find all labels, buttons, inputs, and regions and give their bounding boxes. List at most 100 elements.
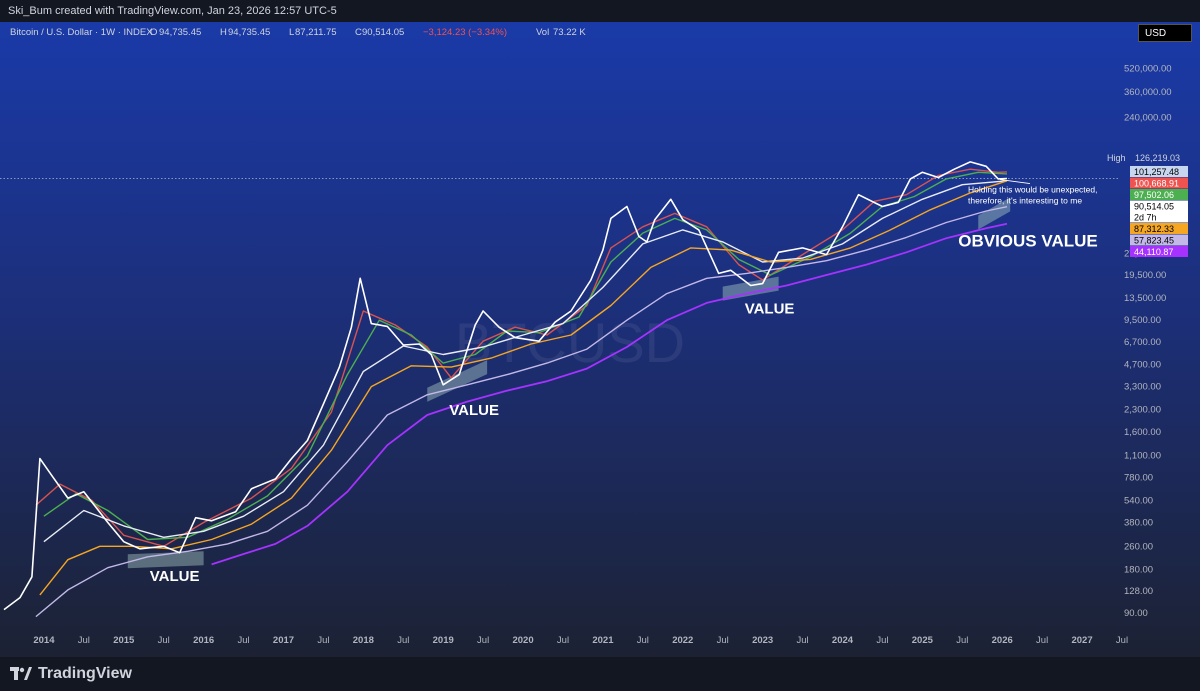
value-zone <box>978 197 1011 230</box>
x-tick-label: Jul <box>956 635 968 646</box>
value-zone <box>127 551 204 569</box>
x-tick-label: 2017 <box>273 635 294 646</box>
y-tick-label: 260.00 <box>1124 541 1153 552</box>
price-tag <box>1130 188 1188 200</box>
price-tag <box>1130 234 1188 246</box>
high-value: 94,735.45 <box>228 27 270 38</box>
price-tag-value: 44,110.87 <box>1134 247 1173 257</box>
price-tag-value: 87,312.33 <box>1134 224 1174 234</box>
vol-label: Vol <box>536 27 549 38</box>
currency-label: USD <box>1145 28 1167 39</box>
value-zone-label: VALUE <box>745 301 795 318</box>
x-tick-label: Jul <box>717 635 729 646</box>
x-tick-label: Jul <box>557 635 569 646</box>
price-tag <box>1130 245 1188 257</box>
y-tick-label: 9,500.00 <box>1124 315 1161 326</box>
x-tick-label: 2025 <box>912 635 934 646</box>
y-tick-label: 3,300.00 <box>1124 382 1161 393</box>
change-value: −3,124.23 (−3.34%) <box>423 27 507 38</box>
price-tag-value: 100,668.91 <box>1134 178 1179 188</box>
y-tick-label: 380.00 <box>1124 517 1153 528</box>
price-tag <box>1130 222 1188 234</box>
y-tick-label: 19,500.00 <box>1124 270 1166 281</box>
price-tag <box>1130 165 1188 177</box>
y-tick-label: 780.00 <box>1124 472 1153 483</box>
creator-text: Ski_Bum created with TradingView.com, Ja… <box>8 5 337 17</box>
x-tick-label: 2018 <box>353 635 374 646</box>
chart-area[interactable]: Bitcoin / U.S. Dollar · 1W · INDEX O 94,… <box>0 22 1200 657</box>
x-tick-label: 2024 <box>832 635 854 646</box>
tradingview-logo-icon <box>10 667 32 680</box>
y-tick-label: 180.00 <box>1124 564 1153 575</box>
x-tick-label: Jul <box>477 635 489 646</box>
x-tick-label: 2016 <box>193 635 214 646</box>
price-tag-value: 57,823.45 <box>1134 235 1174 245</box>
annotation-arrow <box>999 179 1031 184</box>
y-tick-label: 2,300.00 <box>1124 404 1161 415</box>
ema-red-line <box>35 168 1008 547</box>
x-tick-label: 2022 <box>672 635 693 646</box>
price-tag <box>1130 200 1188 223</box>
high-marker-label: High <box>1107 153 1126 163</box>
x-tick-label: 2021 <box>592 635 614 646</box>
value-zone-label: OBVIOUS VALUE <box>958 231 1097 250</box>
y-tick-label: 1,100.00 <box>1124 451 1161 462</box>
symbol-label: Bitcoin / U.S. Dollar · 1W · INDEX <box>10 27 153 38</box>
x-tick-label: Jul <box>1116 635 1128 646</box>
x-tick-label: Jul <box>637 635 649 646</box>
ema-orange-line <box>39 180 1008 596</box>
y-tick-label: 128.00 <box>1124 586 1153 597</box>
x-tick-label: Jul <box>1036 635 1048 646</box>
y-tick-label: 240,000.00 <box>1124 112 1172 123</box>
ohlc-legend: Bitcoin / U.S. Dollar · 1W · INDEX O 94,… <box>10 27 586 38</box>
price-tag-value: 90,514.05 <box>1134 201 1174 211</box>
y-tick-label: 520,000.00 <box>1124 64 1172 75</box>
close-label: C <box>355 27 362 38</box>
x-tick-label: Jul <box>397 635 409 646</box>
close-value: 90,514.05 <box>362 27 404 38</box>
x-tick-label: 2020 <box>512 635 533 646</box>
x-tick-label: Jul <box>78 635 90 646</box>
x-tick-label: Jul <box>796 635 808 646</box>
footer-bar: TradingView <box>0 657 1200 691</box>
y-tick-label: 13,500.00 <box>1124 293 1166 304</box>
x-tick-label: Jul <box>158 635 170 646</box>
currency-selector[interactable]: USD <box>1138 24 1192 42</box>
ema-purple-line <box>211 222 1008 566</box>
price-tag-countdown: 2d 7h <box>1134 212 1157 222</box>
y-tick-label: 4,700.00 <box>1124 359 1161 370</box>
value-zone-label: VALUE <box>449 402 499 419</box>
x-tick-label: 2027 <box>1071 635 1092 646</box>
price-tag <box>1130 177 1188 189</box>
header-bar: Ski_Bum created with TradingView.com, Ja… <box>0 0 1200 22</box>
y-tick-label: 1,600.00 <box>1124 427 1161 438</box>
y-tick-label: 360,000.00 <box>1124 87 1172 98</box>
value-zone-label: VALUE <box>150 568 200 585</box>
high-label: H <box>220 27 227 38</box>
x-tick-label: Jul <box>876 635 888 646</box>
open-value: 94,735.45 <box>159 27 201 38</box>
ema-green-line <box>43 171 1008 541</box>
annotation-text: therefore, it's interesting to me <box>968 196 1082 206</box>
open-label: O <box>150 27 157 38</box>
ema-lavender-line <box>35 206 1008 618</box>
value-zone <box>722 276 779 301</box>
y-tick-label: 540.00 <box>1124 495 1153 506</box>
y-tick-label: 90.00 <box>1124 608 1148 619</box>
x-tick-label: Jul <box>317 635 329 646</box>
price-tag-value: 97,502.06 <box>1134 190 1174 200</box>
price-tag-value: 101,257.48 <box>1134 167 1179 177</box>
high-price-label: 126,219.03 <box>1135 153 1180 163</box>
annotation-text: Holding this would be unexpected, <box>968 185 1097 195</box>
price-chart[interactable]: Bitcoin / U.S. Dollar · 1W · INDEX O 94,… <box>0 22 1200 657</box>
x-tick-label: 2026 <box>992 635 1013 646</box>
y-tick-label: 6,700.00 <box>1124 337 1161 348</box>
x-tick-label: 2019 <box>433 635 454 646</box>
ema-white-line <box>43 180 1008 543</box>
x-tick-label: 2023 <box>752 635 773 646</box>
price-line <box>3 161 1008 611</box>
x-tick-label: 2015 <box>113 635 135 646</box>
footer-brand: TradingView <box>38 665 132 682</box>
low-value: 87,211.75 <box>295 27 337 38</box>
low-label: L <box>289 27 294 38</box>
